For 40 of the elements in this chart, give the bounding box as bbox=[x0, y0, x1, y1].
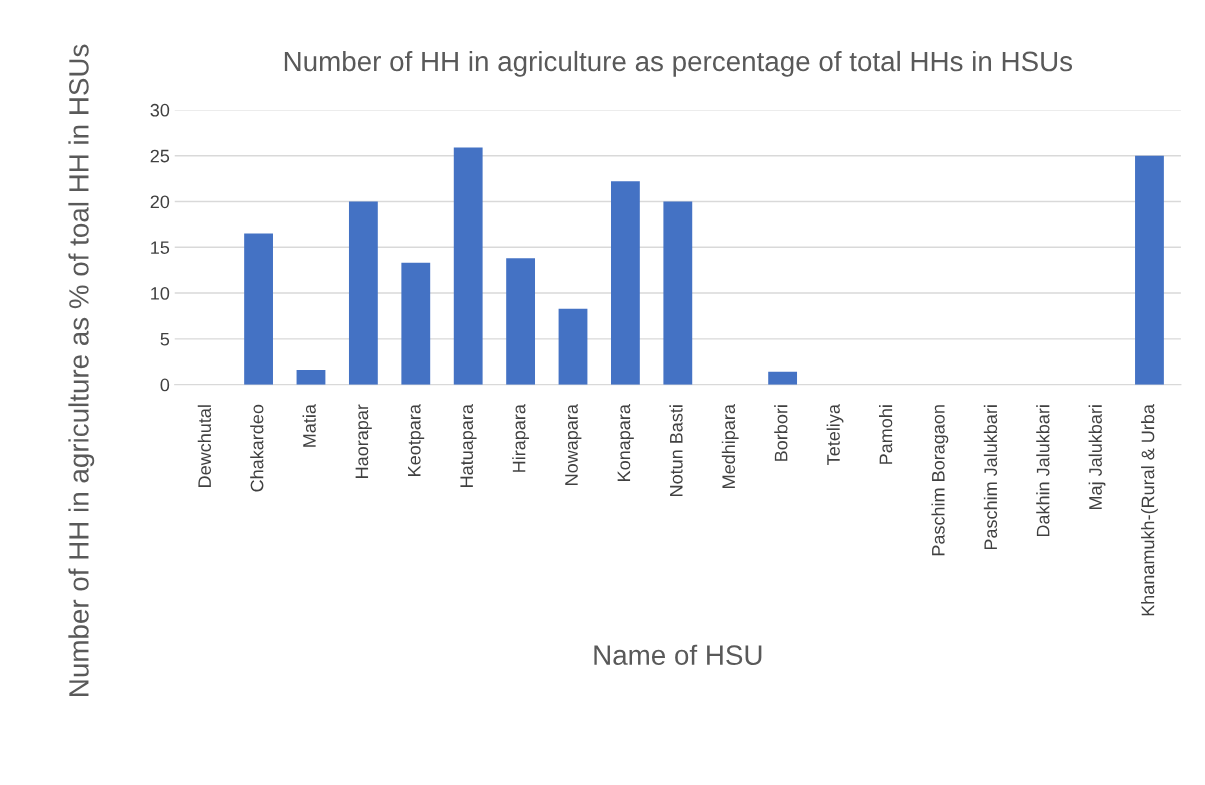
bar bbox=[453, 147, 483, 385]
x-axis-title: Name of HSU bbox=[594, 644, 762, 666]
y-tick-label: 30 bbox=[150, 103, 170, 117]
x-tick-label: Haorapar bbox=[355, 404, 372, 478]
x-tick-label: Maj Jalukbari bbox=[1088, 405, 1106, 509]
bar bbox=[244, 233, 273, 385]
x-tick-label: Matia bbox=[302, 404, 316, 447]
x-tick-label: Konapara bbox=[617, 404, 634, 481]
y-tick-label: 0 bbox=[160, 378, 170, 392]
x-tick-label: Pamohi bbox=[879, 405, 893, 464]
x-tick-label: Notun Basti bbox=[669, 405, 683, 496]
x-tick-label: Nowapara bbox=[565, 404, 582, 485]
bar bbox=[348, 201, 378, 385]
x-tick-label: Paschim Jalukbari bbox=[983, 405, 998, 550]
x-tick-label: Hatuapara bbox=[460, 404, 477, 487]
x-tick-label: Hirapara bbox=[512, 404, 530, 472]
y-axis-title: Number of HH in agriculture as % of toal HH in HSUs bbox=[68, 44, 95, 696]
x-tick-label: Dewchutal bbox=[197, 405, 212, 487]
bar bbox=[558, 308, 588, 385]
x-tick-label: Paschim Boragaon bbox=[931, 405, 949, 556]
x-tick-label: Teteliya bbox=[826, 404, 844, 465]
y-tick-label: 15 bbox=[151, 241, 170, 254]
x-tick-label: Borbori bbox=[774, 405, 788, 461]
y-tick-label: 10 bbox=[151, 287, 170, 300]
x-tick-label: Chakardeo bbox=[250, 404, 264, 492]
bar bbox=[611, 181, 640, 385]
x-tick-label: Keotpara bbox=[408, 404, 425, 476]
y-tick-label: 25 bbox=[150, 149, 170, 163]
bar bbox=[663, 201, 693, 385]
x-tick-label: Medhipara bbox=[721, 404, 739, 488]
x-tick-label: Khanamukh-(Rural & Urba bbox=[1141, 404, 1158, 616]
bar bbox=[401, 262, 431, 385]
bar bbox=[296, 370, 326, 385]
x-tick-label: Dakhin Jalukbari bbox=[1036, 405, 1050, 537]
y-tick-label: 5 bbox=[160, 332, 170, 346]
y-tick-label: 20 bbox=[150, 195, 170, 209]
chart-title: Number of HH in agriculture as percentage of total HHs in HSUs bbox=[284, 50, 1073, 77]
bar bbox=[768, 371, 798, 385]
bar bbox=[1135, 155, 1164, 385]
bar bbox=[506, 258, 536, 385]
